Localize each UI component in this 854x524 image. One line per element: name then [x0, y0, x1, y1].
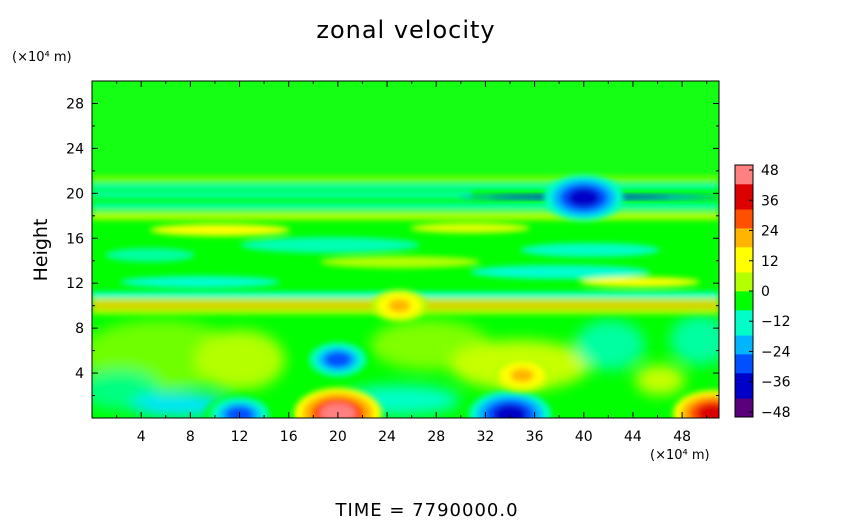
- plot-frame: [91, 80, 720, 419]
- x-tick-label-6: 28: [427, 429, 445, 445]
- feature-4: [493, 358, 552, 393]
- x-axis-ticks: 4 8 12 16 20 24 28 32 36 40 44 48: [116, 81, 708, 445]
- colorbar-segment-39: [735, 165, 753, 172]
- colorbar-segment-2: [735, 398, 753, 405]
- colorbar-segment-20: [735, 284, 753, 292]
- colorbar-segment-8: [735, 360, 753, 367]
- colorbar: 48 36 24 12 0 −12 −24 −36 −48: [734, 163, 791, 421]
- colorbar-segment-0: [735, 410, 753, 418]
- y-tick-label-2: 12: [66, 276, 84, 292]
- colorbar-segment-32: [735, 209, 753, 216]
- y-tick-label-0: 4: [75, 366, 84, 382]
- x-tick-label-2: 12: [231, 429, 249, 445]
- chart-title: zonal velocity: [316, 16, 495, 44]
- y-tick-label-5: 24: [66, 141, 84, 157]
- colorbar-segment-10: [735, 347, 753, 355]
- colorbar-segment-28: [735, 234, 753, 241]
- x-tick-label-0: 4: [137, 429, 146, 445]
- colorbar-segment-23: [735, 265, 753, 273]
- feature-0: [293, 387, 382, 418]
- colorbar-segment-27: [735, 240, 753, 248]
- colorbar-segment-33: [735, 202, 753, 210]
- colorbar-segment-38: [735, 171, 753, 178]
- colorbar-segment-7: [735, 366, 753, 374]
- x-tick-label-1: 8: [186, 429, 195, 445]
- x-tick-label-10: 44: [624, 429, 642, 445]
- y-tick-label-6: 28: [66, 96, 84, 112]
- y-tick-label-4: 20: [66, 186, 84, 202]
- x-tick-label-9: 40: [575, 429, 593, 445]
- colorbar-segment-35: [735, 190, 753, 197]
- feature-2: [304, 340, 371, 379]
- colorbar-segment-24: [735, 259, 753, 267]
- colorbar-label-5: −12: [761, 314, 791, 330]
- x-tick-label-5: 24: [378, 429, 396, 445]
- y-axis-label: Height: [30, 219, 52, 282]
- colorbar-label-3: 12: [761, 254, 779, 270]
- x-tick-label-4: 20: [329, 429, 347, 445]
- colorbar-label-0: 48: [761, 163, 779, 179]
- colorbar-segment-3: [735, 391, 753, 399]
- colorbar-segment-29: [735, 228, 753, 235]
- colorbar-segment-14: [735, 322, 753, 330]
- feature-5: [673, 390, 719, 418]
- colorbar-segment-17: [735, 303, 753, 311]
- x-tick-label-3: 16: [280, 429, 298, 445]
- colorbar-segment-25: [735, 253, 753, 260]
- time-label: TIME = 7790000.0: [334, 500, 518, 519]
- field-upper-band: [92, 81, 719, 176]
- colorbar-label-8: −48: [761, 405, 791, 421]
- colorbar-segment-30: [735, 221, 753, 229]
- colorbar-segment-12: [735, 335, 753, 342]
- colorbar-segment-16: [735, 309, 753, 317]
- colorbar-segment-36: [735, 183, 753, 191]
- feature-7: [371, 289, 427, 322]
- y-tick-label-3: 16: [66, 231, 84, 247]
- feature-extrema: [205, 174, 719, 418]
- x-tick-label-11: 48: [673, 429, 691, 445]
- heatmap-plot-area: [92, 81, 719, 418]
- y-axis-ticks: 4 8 12 16 20 24 28: [66, 96, 719, 397]
- y-tick-label-1: 8: [75, 321, 84, 337]
- colorbar-segment-4: [735, 385, 753, 393]
- colorbar-segment-6: [735, 372, 753, 380]
- colorbar-segment-1: [735, 404, 753, 412]
- x-tick-label-7: 32: [476, 429, 494, 445]
- x-axis-unit: (×10⁴ m): [650, 448, 710, 463]
- colorbar-segment-26: [735, 246, 753, 254]
- feature-3: [205, 394, 274, 418]
- colorbar-label-1: 36: [761, 193, 779, 209]
- colorbar-segment-18: [735, 297, 753, 304]
- colorbar-segment-5: [735, 379, 753, 386]
- feature-1: [468, 390, 552, 418]
- colorbar-label-7: −36: [761, 375, 791, 391]
- colorbar-segment-31: [735, 215, 753, 223]
- colorbar-segment-37: [735, 177, 753, 185]
- colorbar-segment-15: [735, 316, 753, 323]
- colorbar-segment-22: [735, 272, 753, 279]
- colorbar-label-6: −24: [761, 344, 791, 360]
- colorbar-segment-34: [735, 196, 753, 204]
- colorbar-segment-9: [735, 354, 753, 361]
- colorbar-segment-11: [735, 341, 753, 349]
- colorbar-segment-19: [735, 291, 753, 298]
- y-axis-unit: (×10⁴ m): [12, 50, 72, 65]
- colorbar-segment-13: [735, 328, 753, 336]
- x-tick-label-8: 36: [526, 429, 544, 445]
- colorbar-label-4: 0: [761, 284, 770, 300]
- colorbar-segment-21: [735, 278, 753, 286]
- feature-6: [543, 174, 624, 222]
- colorbar-label-2: 24: [761, 224, 779, 240]
